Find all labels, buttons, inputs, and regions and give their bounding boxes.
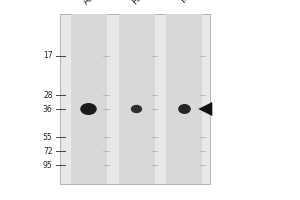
Text: A549: A549	[82, 0, 104, 6]
Ellipse shape	[80, 103, 97, 115]
Polygon shape	[199, 102, 212, 116]
Text: 95: 95	[43, 160, 52, 170]
Text: T47D: T47D	[178, 0, 200, 6]
Text: 28: 28	[43, 90, 52, 99]
Text: 36: 36	[43, 104, 52, 114]
Text: 72: 72	[43, 146, 52, 156]
Ellipse shape	[131, 105, 142, 113]
Text: 55: 55	[43, 132, 52, 142]
Ellipse shape	[178, 104, 191, 114]
Bar	[167, 14, 203, 184]
Text: 17: 17	[43, 51, 52, 60]
Bar	[70, 14, 106, 184]
Bar	[118, 14, 154, 184]
Text: Hela: Hela	[130, 0, 150, 6]
Bar	[60, 14, 210, 184]
